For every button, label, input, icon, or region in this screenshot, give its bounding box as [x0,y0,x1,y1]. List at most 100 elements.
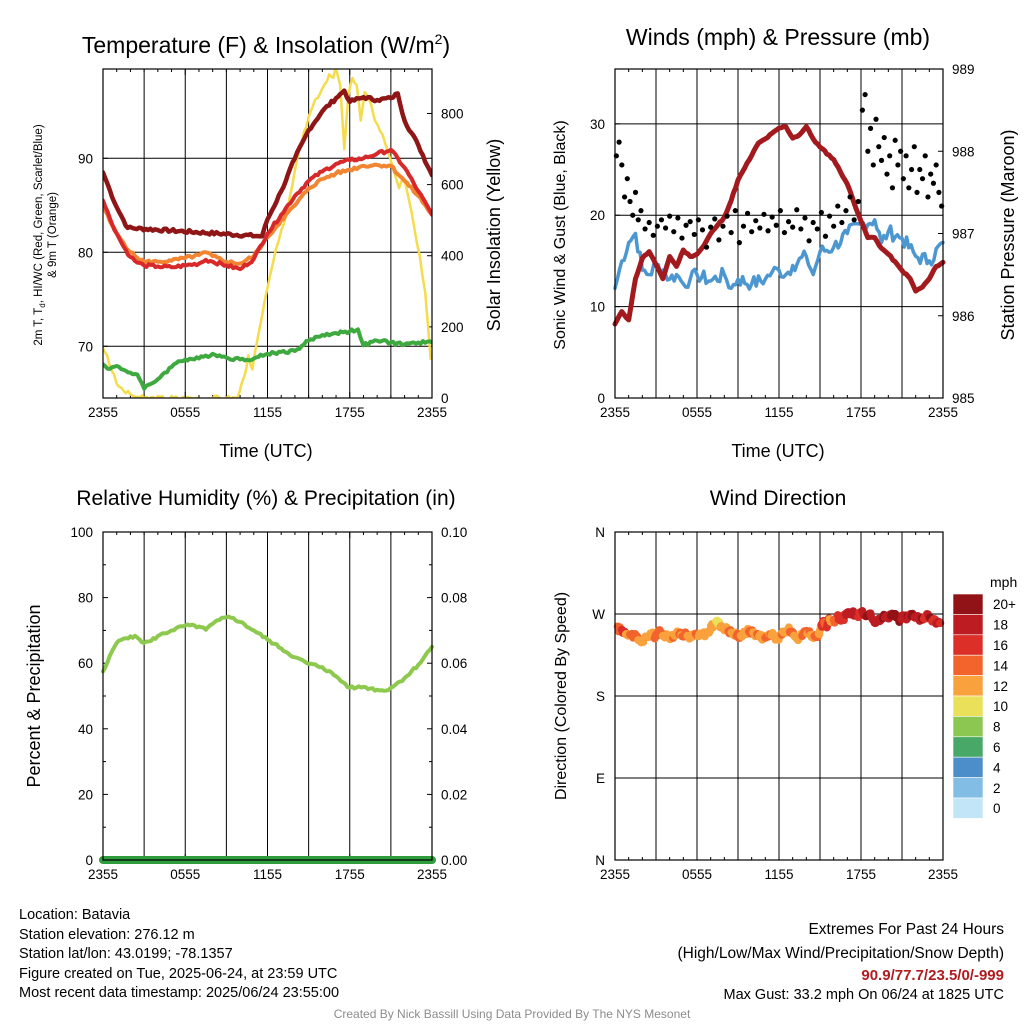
wind-direction-panel-title: Wind Direction [710,487,847,510]
legend-label: 20+ [993,597,1016,612]
gust-point [619,162,625,168]
y-tick-label: 40 [78,722,93,737]
y-tick-label: 0 [85,853,93,868]
gust-point [777,208,783,214]
pressure-line [612,124,946,327]
gust-point [930,180,937,186]
legend-label: 4 [993,760,1001,775]
station-elevation: Station elevation: 276.12 m [19,926,195,943]
gust-point [865,148,871,154]
station-latlon: Station lat/lon: 43.0199; -78.1357 [19,946,233,962]
x-tick-label: 1155 [253,405,282,420]
gust-point [908,166,915,173]
gust-point [638,208,644,214]
gust-point [712,216,718,222]
y-tick-label: 100 [70,525,93,540]
gust-point [753,218,759,224]
y-tick-label: 20 [590,208,605,223]
gust-point [859,107,865,113]
gust-point [903,153,909,159]
grid-lines [102,69,433,398]
gust-point [810,219,816,226]
winds-left-axis-label: Sonic Wind & Gust (Blue, Black) [552,120,569,349]
legend-label: 12 [993,679,1008,694]
gust-point [876,144,882,150]
gust-point [851,217,857,223]
gust-point [740,223,747,229]
gust-point [671,229,677,235]
y-tick-label: 80 [78,591,93,606]
x-tick-label: 2355 [928,867,958,882]
gust-point [936,189,942,195]
gust-point [878,157,885,163]
legend-swatch [952,797,984,819]
gust-point [773,222,779,228]
gust-point [898,148,904,154]
temperature-left-axis-label-line2: & 9m T (Orange) [47,192,59,278]
x-tick-label: 1155 [253,867,282,882]
y-tick-label: 20 [78,787,93,802]
legend-label: 18 [993,618,1008,633]
grid-lines [614,69,944,398]
gust-point [695,217,701,223]
wind-direction-panel: Wind Direction Direction (Colored By Spe… [553,487,1017,882]
gust-point [862,91,868,98]
rh-line [101,614,434,693]
temperature-left-axis-label-line1: 2m T, Td, HI/WC (Red, Green, Scarlet/Blu… [33,124,47,345]
gust-point [624,176,630,182]
temperature-series [103,69,432,398]
gust-point [627,198,633,205]
x-tick-label: 0555 [682,867,712,882]
x-tick-label: 1155 [764,867,793,882]
plot-border [614,531,944,861]
legend-swatch [952,675,984,697]
gust-point [933,162,939,168]
x-tick-label: 1755 [846,405,876,420]
y-right-tick-label: 988 [952,144,975,159]
extremes-values: 90.9/77.7/23.5/0/-999 [861,967,1004,984]
y-tick-label: 0 [597,391,605,406]
gust-point [785,219,792,225]
gust-point [847,194,853,200]
gust-point [928,171,934,177]
gust-point [881,134,887,141]
grid-lines [102,532,433,860]
gust-point [621,194,628,200]
credit-line: Created By Nick Bassill Using Data Provi… [333,1007,691,1021]
winds-panel: Winds (mph) & Pressure (mb) Sonic Wind &… [552,24,1018,461]
y-tick-label: 90 [78,151,93,166]
legend-swatch [952,654,984,676]
gust-point [769,214,775,220]
winds-right-axis-label: Station Pressure (Maroon) [998,129,1018,340]
gust-point [835,203,841,209]
extremes-title: Extremes For Past 24 Hours [808,921,1004,938]
wind-direction-left-axis-label: Direction (Colored By Speed) [553,592,570,800]
gust-point [683,222,689,228]
winds-series [612,91,946,327]
x-tick-label: 1755 [335,405,365,420]
plot-border [614,68,944,399]
legend-label: 10 [993,699,1008,714]
y-right-tick-label: 0 [441,391,449,406]
grid-lines [614,532,944,860]
legend-label: 6 [993,740,1001,755]
y-right-tick-label: 985 [952,391,975,406]
gust-point [919,176,926,182]
winds-panel-title: Winds (mph) & Pressure (mb) [626,24,930,50]
gust-point [679,235,685,241]
gust-point [736,240,742,246]
humidity-left-axis-label: Percent & Precipitation [24,604,44,787]
y-right-tick-label: 0.08 [441,591,467,606]
gust-point [757,225,763,231]
y-tick-label: E [596,771,605,786]
x-tick-label: 2355 [928,405,958,420]
gust-point [632,189,639,195]
y-tick-label: 70 [78,339,93,354]
sonic-wind-line [613,218,945,291]
y-tick-label: S [596,689,605,704]
y-right-tick-label: 986 [952,309,975,324]
gust-point [790,224,796,230]
plot-border [102,531,433,861]
gust-point [667,213,673,219]
gust-point [765,228,771,234]
